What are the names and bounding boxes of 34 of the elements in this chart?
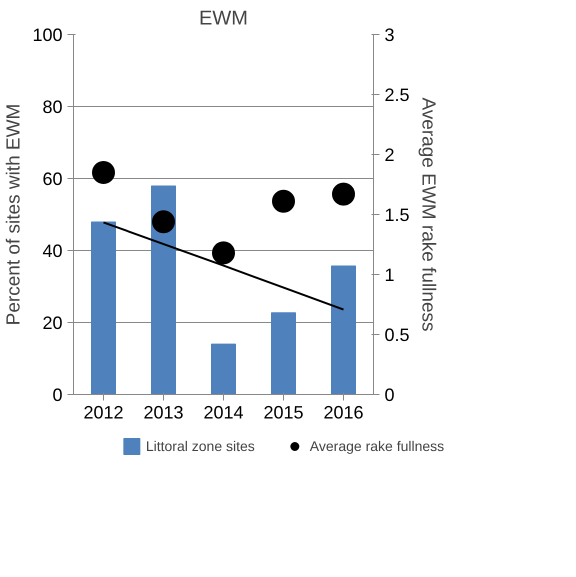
x-tick-label: 2015 [263, 402, 304, 422]
bar [211, 344, 236, 394]
y-tick-label: 20 [42, 313, 63, 333]
line-series [102, 221, 344, 311]
y-tick-label: 60 [42, 169, 63, 189]
x-tick-label: 2016 [323, 402, 364, 422]
y2-tick-label: 0 [384, 385, 395, 405]
y-axis-title: Percent of sites with EWM [3, 104, 24, 326]
y-tick-label: 80 [42, 97, 63, 117]
legend-label: Littoral zone sites [146, 438, 255, 454]
bar [331, 265, 356, 394]
y2-tick-label: 3 [384, 25, 395, 45]
y2-tick-label: 1 [384, 265, 395, 285]
point [212, 241, 235, 264]
point [92, 161, 115, 184]
bar [91, 222, 116, 394]
bar [151, 186, 176, 394]
chart-title: EWM [199, 8, 248, 30]
y-tick-label: 40 [42, 241, 63, 261]
point [332, 182, 355, 206]
legend-label: Average rake fullness [310, 438, 444, 454]
bar [271, 312, 296, 394]
y2-tick-label: 0.5 [384, 325, 410, 345]
y2-tick-label: 2 [384, 145, 395, 165]
x-tick-label: 2012 [83, 402, 124, 422]
y2-tick-label: 2.5 [384, 85, 410, 105]
x-tick-label: 2014 [203, 402, 244, 422]
y2-axis-title: Average EWM rake fullness [418, 97, 439, 332]
point [272, 190, 295, 213]
x-tick-label: 2013 [143, 402, 184, 422]
point [152, 210, 175, 234]
y-tick-label: 100 [32, 25, 63, 45]
y-tick-label: 0 [52, 385, 63, 405]
y2-tick-label: 1.5 [384, 205, 410, 225]
